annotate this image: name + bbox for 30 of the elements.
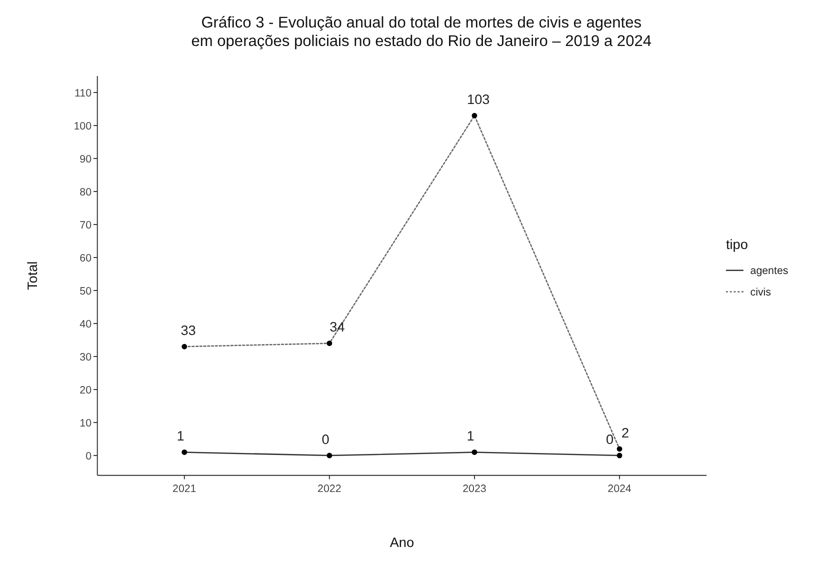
y-tick-label: 30: [80, 351, 92, 364]
legend-title: tipo: [726, 236, 748, 252]
chart-title: Gráfico 3 - Evolução anual do total de mortes de civis e agentes em operações policiais no estado do Rio de Janeiro – 2019 a 2024: [191, 14, 652, 50]
y-tick-label: 110: [74, 87, 92, 100]
data-label: 0: [606, 432, 614, 447]
data-label: 2: [622, 425, 630, 440]
data-label: 33: [180, 322, 196, 338]
data-label: 0: [322, 432, 330, 447]
y-tick-label: 60: [80, 252, 92, 264]
y-tick-label: 50: [80, 285, 92, 298]
y-tick-label: 70: [80, 219, 92, 232]
x-tick-label: 2021: [172, 482, 196, 495]
legend-label: agentes: [750, 265, 788, 278]
data-label: 1: [176, 428, 184, 444]
data-label: 103: [467, 92, 490, 107]
y-tick-label: 10: [80, 417, 92, 430]
x-tick-label: 2024: [608, 482, 632, 495]
x-tick-label: 2023: [462, 482, 486, 495]
x-axis-title: Ano: [390, 535, 414, 550]
y-tick-label: 20: [80, 384, 92, 396]
data-label: 34: [330, 320, 346, 335]
y-axis-title: Total: [25, 261, 40, 290]
y-tick-label: 80: [80, 186, 92, 198]
y-tick-label: 100: [74, 120, 92, 132]
y-tick-label: 0: [86, 450, 92, 462]
data-label: 1: [466, 428, 474, 444]
y-tick-label: 40: [80, 318, 92, 330]
legend-label: civis: [750, 286, 772, 299]
x-tick-label: 2022: [318, 482, 342, 495]
y-tick-label: 90: [80, 153, 92, 166]
